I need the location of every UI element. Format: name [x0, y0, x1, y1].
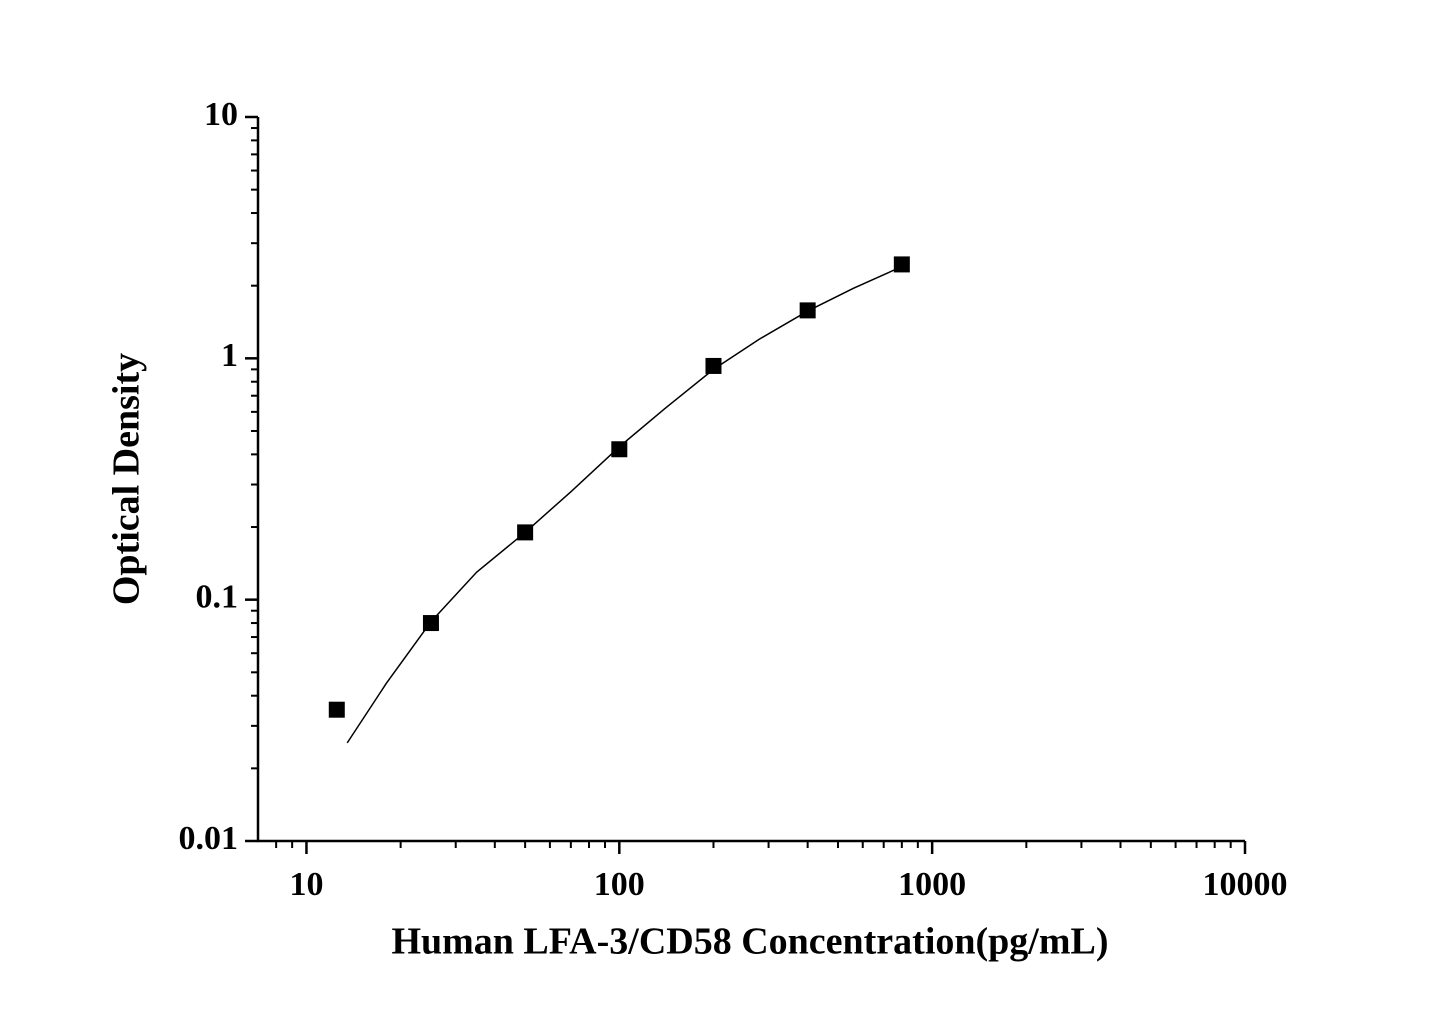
x-tick-label: 10000 [1203, 866, 1288, 903]
x-tick-label: 100 [594, 866, 645, 903]
data-point [611, 441, 628, 458]
y-tick-label: 0.1 [196, 578, 239, 615]
data-point [422, 615, 439, 632]
x-tick-label: 1000 [898, 866, 966, 903]
fit-line [346, 265, 903, 744]
y-tick-label: 10 [204, 96, 238, 133]
data-point [705, 357, 722, 374]
data-point [517, 524, 534, 541]
data-point [893, 256, 910, 273]
data-point [799, 302, 816, 319]
data-point [328, 701, 345, 718]
y-axis-title: Optical Density [106, 353, 148, 605]
y-tick-label: 1 [221, 337, 238, 374]
x-tick-label: 10 [289, 866, 323, 903]
x-axis-title: Human LFA-3/CD58 Concentration(pg/mL) [391, 921, 1108, 963]
y-tick-label: 0.01 [179, 820, 239, 857]
